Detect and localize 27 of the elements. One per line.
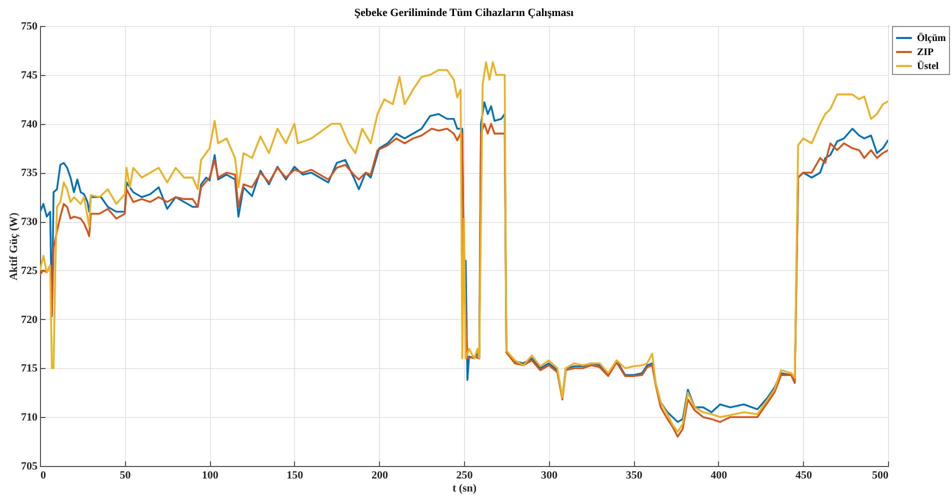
legend-label: Ölçüm [917,32,947,44]
chart-title: Şebeke Geriliminde Tüm Cihazların Çalışması [354,7,574,19]
y-tick-label: 735 [21,167,38,180]
x-tick-label: 300 [541,470,558,482]
x-axis-title: t (sn) [452,482,477,494]
y-tick-label: 730 [21,216,38,228]
y-tick-label: 725 [21,264,38,277]
x-tick-label: 200 [371,470,388,482]
x-tick-label: 450 [795,470,812,482]
y-tick-label: 745 [21,69,38,82]
y-tick-label: 720 [21,314,38,326]
x-tick-label: 0 [40,470,46,482]
y-tick-label: 705 [21,460,38,472]
legend-label: ZIP [917,47,934,58]
legend-label: Üstel [917,60,939,72]
y-tick-label: 715 [21,362,38,375]
x-tick-label: 150 [286,470,304,482]
x-tick-label: 500 [872,470,889,482]
y-tick-label: 740 [21,118,38,130]
x-tick-label: 400 [710,470,728,482]
x-tick-label: 50 [120,470,132,482]
x-tick-label: 250 [456,470,474,482]
y-tick-label: 750 [21,20,38,32]
x-tick-label: 100 [202,470,219,482]
y-tick-label: 710 [21,412,38,424]
x-tick-label: 350 [626,470,643,482]
y-axis-title: Aktif Güç (W) [8,212,20,280]
